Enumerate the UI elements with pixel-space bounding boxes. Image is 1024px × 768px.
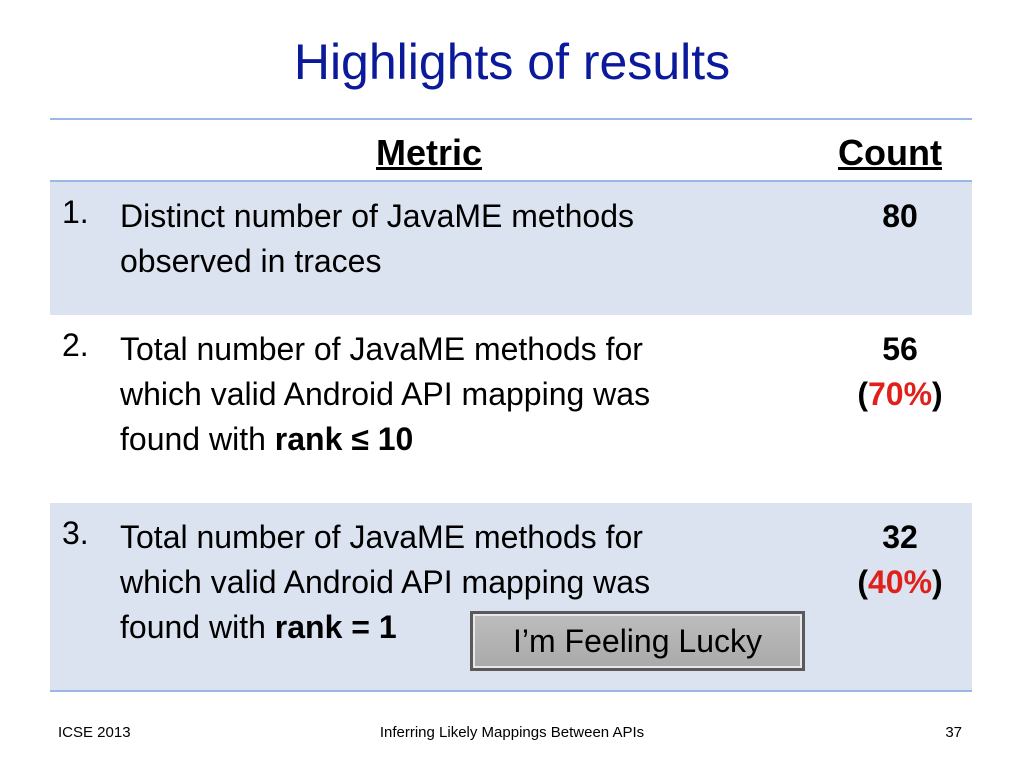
metric-line: found with rank ≤ 10 [120,417,800,462]
paren-close: ) [932,564,943,600]
footer-conference: ICSE 2013 [58,724,131,741]
slide-title: Highlights of results [293,34,731,90]
footer-title: Inferring Likely Mappings Between APIs [379,724,645,741]
row-number: 1. [62,194,89,230]
row-metric: Total number of JavaME methods for which… [120,327,800,462]
table-top-rule [50,118,972,120]
count-value: 80 [882,198,918,234]
metric-line: Distinct number of JavaME methods [120,198,634,234]
metric-line: which valid Android API mapping was [120,564,651,600]
header-count: Count [838,132,942,173]
metric-line: observed in traces [120,243,382,279]
row-number: 2. [62,327,89,363]
paren-close: ) [932,376,943,412]
metric-prefix: found with [120,421,275,457]
row-metric: Total number of JavaME methods for which… [120,515,800,650]
table-header-rule [50,180,972,182]
table-row: 1. Distinct number of JavaME methods obs… [50,182,972,315]
metric-rank: rank = 1 [274,609,397,645]
paren-open: ( [857,376,868,412]
count-percent: (70%) [810,372,990,417]
metric-prefix: found with [120,609,275,645]
slide-number: 37 [945,724,962,741]
count-percent: (40%) [810,560,990,605]
paren-open: ( [857,564,868,600]
table-bottom-rule [50,690,972,692]
metric-line: found with rank = 1 [120,605,800,650]
row-metric: Distinct number of JavaME methods observ… [120,194,800,284]
row-count: 32 (40%) [810,515,990,605]
count-value: 56 [882,331,918,367]
table-header: Metric Count [50,120,972,180]
table-row: 2. Total number of JavaME methods for wh… [50,315,972,503]
results-table: Metric Count 1. Distinct number of JavaM… [50,118,972,692]
percent-value: 70% [867,376,933,412]
metric-rank: rank ≤ 10 [274,421,414,457]
metric-line: which valid Android API mapping was [120,376,651,412]
count-value: 32 [882,519,918,555]
header-metric: Metric [376,132,483,173]
feeling-lucky-button[interactable]: I’m Feeling Lucky [470,611,805,671]
row-count: 80 [810,194,990,239]
metric-line: Total number of JavaME methods for [120,519,643,555]
percent-value: 40% [867,564,933,600]
row-number: 3. [62,515,89,551]
row-count: 56 (70%) [810,327,990,417]
metric-line: Total number of JavaME methods for [120,331,643,367]
